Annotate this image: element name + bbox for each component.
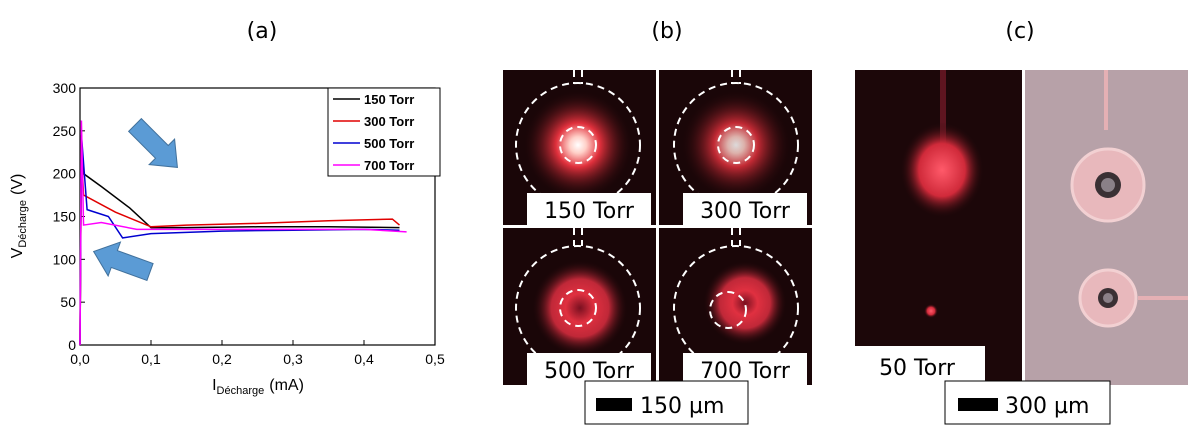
panel-label: (a): [247, 19, 278, 44]
x-tick-label: 0,4: [354, 351, 374, 367]
x-tick-label: 0,5: [425, 351, 445, 367]
plot: 0 50 100 150 200 250 300 0,0 0,1 0,2 0,3 0,4 0,5 150 …: [53, 80, 445, 367]
panel-label: (b): [651, 19, 682, 44]
glow: [703, 261, 787, 345]
pressure-label: 500 Torr: [544, 359, 635, 384]
legend-label: 700 Torr: [364, 158, 414, 173]
arrow: [127, 117, 178, 168]
y-label-sub: Décharge: [17, 200, 29, 248]
x-label-main: I: [212, 377, 216, 394]
image-grid-b: 150 Torr 300 Torr 500 Torr 700 Torr 150 …: [503, 70, 812, 425]
label-box: [683, 353, 807, 385]
y-tick-label: 50: [60, 294, 76, 310]
pressure-label: 300 Torr: [700, 199, 791, 224]
label-box: [527, 193, 651, 225]
x-axis-label: IDécharge (mA): [212, 377, 304, 397]
glow: [924, 304, 938, 318]
scale-bar: [958, 398, 998, 411]
label-box: [855, 346, 985, 385]
y-axis-label: VDécharge (V): [9, 174, 29, 259]
pressure-label: 50 Torr: [879, 356, 956, 381]
scale-bar-box: [944, 380, 1111, 425]
y-tick-label: 300: [53, 80, 77, 96]
photo: [855, 70, 1022, 385]
x-tick-label: 0,1: [141, 351, 161, 367]
y-tick-label: 250: [53, 123, 77, 139]
series-line: [79, 120, 407, 346]
label-box: [683, 193, 807, 225]
pressure-label: 150 Torr: [544, 199, 635, 224]
y-label-main: V: [9, 247, 26, 258]
x-label-unit: (mA): [269, 377, 304, 394]
image-pair-c: 50 Torr 300 µm: [855, 70, 1188, 425]
x-tick-label: 0,3: [283, 351, 303, 367]
glow: [681, 90, 791, 200]
x-tick-label: 0,0: [70, 351, 90, 367]
y-tick-label: 0: [68, 337, 76, 353]
legend-box: [327, 87, 441, 177]
y-tick-label: 100: [53, 251, 77, 267]
scale-bar: [596, 398, 632, 411]
x-tick-label: 0,2: [212, 351, 232, 367]
scale-label: 300 µm: [1005, 394, 1089, 419]
legend-label: 300 Torr: [364, 114, 414, 129]
y-tick-label: 150: [53, 209, 77, 225]
glow: [532, 260, 628, 356]
arrow: [92, 241, 154, 282]
panel-label: (c): [1005, 19, 1034, 44]
y-tick-label: 200: [53, 166, 77, 182]
glow: [900, 122, 984, 218]
glow: [523, 90, 633, 200]
x-label-sub: Décharge: [217, 385, 265, 397]
series-line: [79, 152, 400, 346]
legend-label: 500 Torr: [364, 136, 414, 151]
label-box: [527, 353, 651, 385]
legend-label: 150 Torr: [364, 92, 414, 107]
y-label-unit: (V): [9, 174, 26, 195]
pressure-label: 700 Torr: [700, 359, 791, 384]
scale-label: 150 µm: [640, 394, 724, 419]
